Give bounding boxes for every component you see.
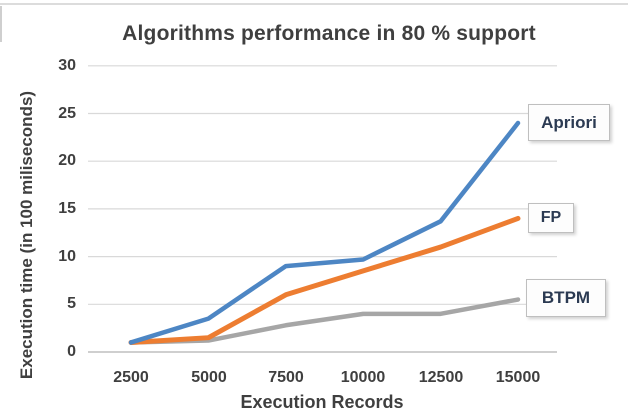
y-tick-5: 5 — [67, 295, 76, 312]
left-border-line — [0, 6, 2, 42]
y-tick-10: 10 — [58, 248, 76, 265]
series-line-fp — [128, 215, 521, 345]
y-tick-20: 20 — [58, 152, 76, 169]
top-border-line — [0, 3, 628, 5]
legend-apriori: Apriori — [528, 104, 610, 141]
legend-fp-label: FP — [540, 209, 562, 226]
x-tick-7500: 7500 — [268, 369, 304, 386]
legend-btpm: BTPM — [526, 279, 606, 317]
chart-title: Algorithms performance in 80 % support — [122, 22, 536, 45]
y-tick-15: 15 — [58, 200, 76, 217]
series-line-apriori — [128, 120, 521, 345]
legend-fp: FP — [528, 203, 574, 233]
y-tick-25: 25 — [58, 105, 76, 122]
x-tick-10000: 10000 — [340, 369, 386, 386]
x-tick-5000: 5000 — [191, 369, 227, 386]
x-tick-12500: 12500 — [418, 369, 464, 386]
y-tick-0: 0 — [67, 343, 76, 360]
legend-apriori-label: Apriori — [541, 112, 597, 132]
series-line-btpm — [128, 297, 521, 345]
legend-btpm-label: BTPM — [541, 288, 591, 307]
x-tick-15000: 15000 — [495, 369, 541, 386]
x-axis-label: Execution Records — [240, 392, 404, 412]
gridlines — [88, 65, 557, 353]
y-tick-30: 30 — [58, 57, 76, 74]
x-tick-2500: 2500 — [113, 369, 149, 386]
